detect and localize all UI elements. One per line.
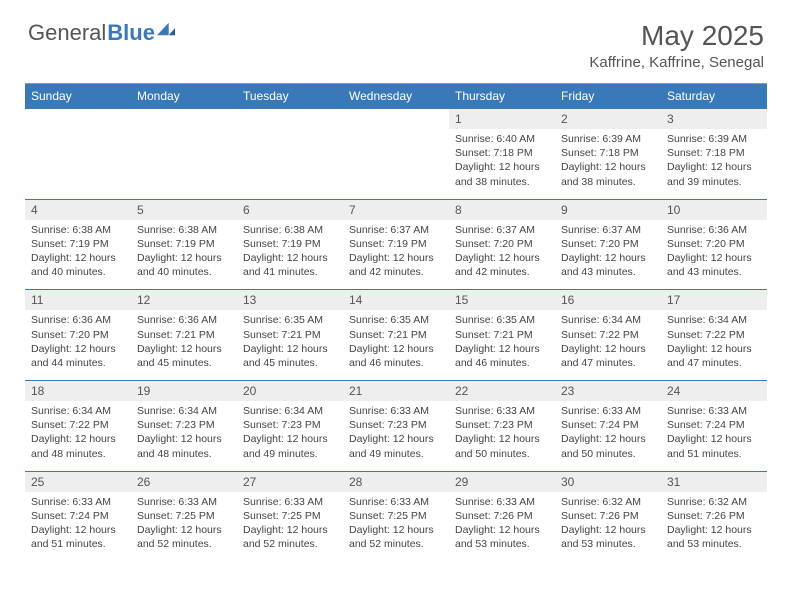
header: General Blue May 2025 Kaffrine, Kaffrine… [0,0,792,77]
day-info: Sunrise: 6:38 AM Sunset: 7:19 PM Dayligh… [25,220,131,290]
day-info: Sunrise: 6:33 AM Sunset: 7:26 PM Dayligh… [449,492,555,562]
day-info: Sunrise: 6:34 AM Sunset: 7:22 PM Dayligh… [25,401,131,471]
day-info: Sunrise: 6:32 AM Sunset: 7:26 PM Dayligh… [661,492,767,562]
calendar: SundayMondayTuesdayWednesdayThursdayFrid… [25,83,767,561]
day-info: Sunrise: 6:39 AM Sunset: 7:18 PM Dayligh… [661,129,767,199]
day-number: 16 [555,289,661,310]
week-2-info: Sunrise: 6:36 AM Sunset: 7:20 PM Dayligh… [25,310,767,380]
day-number: 12 [131,289,237,310]
day-number: 26 [131,471,237,492]
day-info: Sunrise: 6:33 AM Sunset: 7:23 PM Dayligh… [449,401,555,471]
day-header-row: SundayMondayTuesdayWednesdayThursdayFrid… [25,84,767,108]
page-title: May 2025 [589,20,764,52]
day-info: Sunrise: 6:33 AM Sunset: 7:25 PM Dayligh… [237,492,343,562]
day-header-monday: Monday [131,84,237,108]
day-number: 2 [555,108,661,129]
logo: General Blue [28,20,175,46]
week-4-info: Sunrise: 6:33 AM Sunset: 7:24 PM Dayligh… [25,492,767,562]
day-header-tuesday: Tuesday [237,84,343,108]
day-info: Sunrise: 6:34 AM Sunset: 7:23 PM Dayligh… [131,401,237,471]
day-number: 30 [555,471,661,492]
day-info [343,129,449,199]
day-info: Sunrise: 6:38 AM Sunset: 7:19 PM Dayligh… [237,220,343,290]
day-header-wednesday: Wednesday [343,84,449,108]
day-number: 1 [449,108,555,129]
day-header-friday: Friday [555,84,661,108]
day-info: Sunrise: 6:33 AM Sunset: 7:24 PM Dayligh… [555,401,661,471]
day-number [237,108,343,129]
location-subtitle: Kaffrine, Kaffrine, Senegal [589,54,764,71]
day-info: Sunrise: 6:40 AM Sunset: 7:18 PM Dayligh… [449,129,555,199]
day-header-thursday: Thursday [449,84,555,108]
day-number: 27 [237,471,343,492]
day-info: Sunrise: 6:34 AM Sunset: 7:23 PM Dayligh… [237,401,343,471]
day-number [343,108,449,129]
day-info: Sunrise: 6:34 AM Sunset: 7:22 PM Dayligh… [661,310,767,380]
day-number: 3 [661,108,767,129]
logo-text-general: General [28,20,106,46]
day-number: 5 [131,199,237,220]
day-info: Sunrise: 6:38 AM Sunset: 7:19 PM Dayligh… [131,220,237,290]
week-3-info: Sunrise: 6:34 AM Sunset: 7:22 PM Dayligh… [25,401,767,471]
day-number: 18 [25,380,131,401]
week-0-numbers: 123 [25,108,767,129]
day-number: 31 [661,471,767,492]
day-info: Sunrise: 6:33 AM Sunset: 7:23 PM Dayligh… [343,401,449,471]
day-info: Sunrise: 6:36 AM Sunset: 7:21 PM Dayligh… [131,310,237,380]
day-number [131,108,237,129]
week-0-info: Sunrise: 6:40 AM Sunset: 7:18 PM Dayligh… [25,129,767,199]
day-info: Sunrise: 6:33 AM Sunset: 7:25 PM Dayligh… [131,492,237,562]
day-number: 9 [555,199,661,220]
day-info [131,129,237,199]
title-block: May 2025 Kaffrine, Kaffrine, Senegal [589,20,764,71]
day-number: 8 [449,199,555,220]
day-info [25,129,131,199]
day-number: 22 [449,380,555,401]
week-4-numbers: 25262728293031 [25,471,767,492]
day-number: 11 [25,289,131,310]
day-header-saturday: Saturday [661,84,767,108]
day-number: 21 [343,380,449,401]
day-info: Sunrise: 6:37 AM Sunset: 7:19 PM Dayligh… [343,220,449,290]
day-info: Sunrise: 6:33 AM Sunset: 7:25 PM Dayligh… [343,492,449,562]
day-info: Sunrise: 6:36 AM Sunset: 7:20 PM Dayligh… [25,310,131,380]
day-number: 15 [449,289,555,310]
logo-text-blue: Blue [107,20,155,46]
day-info: Sunrise: 6:35 AM Sunset: 7:21 PM Dayligh… [343,310,449,380]
day-info: Sunrise: 6:39 AM Sunset: 7:18 PM Dayligh… [555,129,661,199]
day-number: 4 [25,199,131,220]
day-info: Sunrise: 6:35 AM Sunset: 7:21 PM Dayligh… [449,310,555,380]
week-2-numbers: 11121314151617 [25,289,767,310]
day-info: Sunrise: 6:33 AM Sunset: 7:24 PM Dayligh… [661,401,767,471]
week-1-info: Sunrise: 6:38 AM Sunset: 7:19 PM Dayligh… [25,220,767,290]
logo-triangle-icon [157,22,175,36]
day-number: 7 [343,199,449,220]
day-number: 25 [25,471,131,492]
week-3-numbers: 18192021222324 [25,380,767,401]
calendar-body: 123Sunrise: 6:40 AM Sunset: 7:18 PM Dayl… [25,108,767,561]
day-number [25,108,131,129]
day-info: Sunrise: 6:37 AM Sunset: 7:20 PM Dayligh… [555,220,661,290]
day-number: 29 [449,471,555,492]
day-info: Sunrise: 6:33 AM Sunset: 7:24 PM Dayligh… [25,492,131,562]
day-info: Sunrise: 6:36 AM Sunset: 7:20 PM Dayligh… [661,220,767,290]
day-info: Sunrise: 6:32 AM Sunset: 7:26 PM Dayligh… [555,492,661,562]
day-number: 10 [661,199,767,220]
day-info: Sunrise: 6:34 AM Sunset: 7:22 PM Dayligh… [555,310,661,380]
day-number: 14 [343,289,449,310]
day-header-sunday: Sunday [25,84,131,108]
day-info: Sunrise: 6:37 AM Sunset: 7:20 PM Dayligh… [449,220,555,290]
day-number: 17 [661,289,767,310]
day-number: 19 [131,380,237,401]
week-1-numbers: 45678910 [25,199,767,220]
day-info: Sunrise: 6:35 AM Sunset: 7:21 PM Dayligh… [237,310,343,380]
day-number: 13 [237,289,343,310]
day-number: 23 [555,380,661,401]
day-number: 20 [237,380,343,401]
day-number: 6 [237,199,343,220]
day-number: 24 [661,380,767,401]
day-info [237,129,343,199]
day-number: 28 [343,471,449,492]
